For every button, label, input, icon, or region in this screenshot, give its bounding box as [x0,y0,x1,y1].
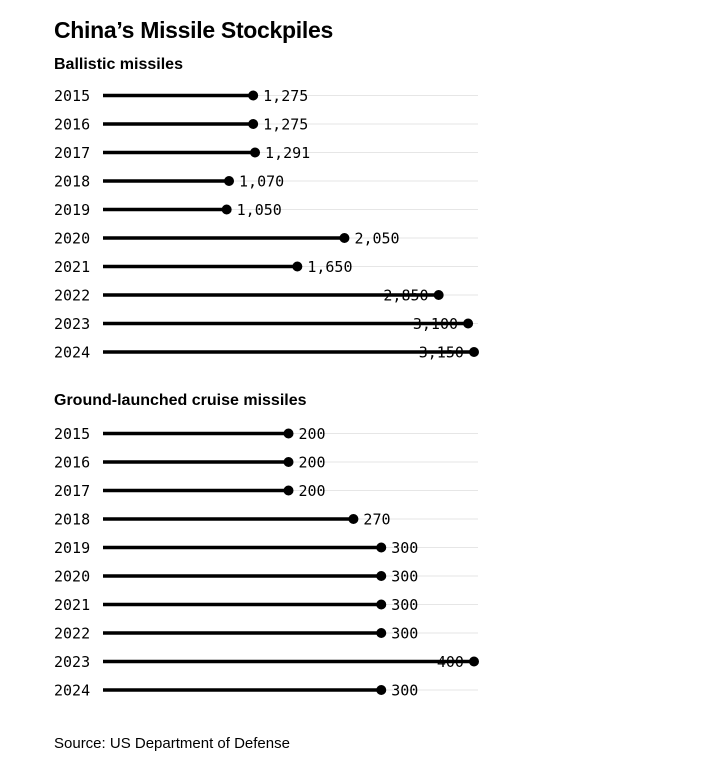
value-label: 300 [391,625,418,643]
value-label: 2,850 [383,287,428,305]
value-dot [292,261,303,272]
value-label: 1,291 [265,144,310,162]
value-dot [469,656,479,667]
value-label: 300 [391,596,418,614]
ballistic-subtitle: Ballistic missiles [54,56,183,73]
value-dot [376,542,387,553]
value-label: 270 [363,511,390,529]
year-tick-label: 2018 [54,173,90,191]
year-tick-label: 2019 [54,539,90,557]
value-dot [433,290,444,300]
value-label: 3,100 [413,315,458,333]
year-tick-label: 2017 [54,144,90,162]
value-label: 3,150 [419,344,464,362]
value-label: 300 [391,568,418,586]
year-tick-label: 2019 [54,201,90,219]
value-label: 1,050 [237,201,282,219]
year-tick-label: 2024 [54,682,90,700]
year-tick-label: 2023 [54,315,90,333]
chart-title: China’s Missile Stockpiles [54,17,333,43]
year-tick-label: 2015 [54,87,90,105]
value-dot [283,485,294,496]
value-label: 200 [299,454,326,472]
value-dot [283,428,294,439]
value-dot [283,457,294,467]
value-dot [224,176,235,186]
value-dot [348,514,359,524]
value-label: 200 [299,482,326,500]
year-tick-label: 2018 [54,511,90,529]
year-tick-label: 2017 [54,482,90,500]
value-dot [248,119,259,129]
value-dot [376,571,387,581]
cruise-missiles-chart: 2015 200 2016 200 2017 200 2018 270 2019 300 2020 3… [54,425,479,700]
value-dot [339,233,350,243]
year-tick-label: 2015 [54,425,90,443]
value-dot [376,599,387,610]
year-tick-label: 2020 [54,568,90,586]
value-dot [248,90,259,101]
year-tick-label: 2021 [54,258,90,276]
value-label: 200 [299,425,326,443]
value-label: 300 [391,682,418,700]
value-dot [469,347,479,357]
year-tick-label: 2023 [54,653,90,671]
value-dot [463,318,474,329]
year-tick-label: 2020 [54,230,90,248]
year-tick-label: 2024 [54,344,90,362]
year-tick-label: 2022 [54,287,90,305]
year-tick-label: 2021 [54,596,90,614]
value-dot [250,147,261,158]
year-tick-label: 2016 [54,454,90,472]
value-dot [221,204,232,215]
year-tick-label: 2022 [54,625,90,643]
value-label: 1,070 [239,173,284,191]
value-label: 400 [437,653,464,671]
cruise-subtitle: Ground-launched cruise missiles [54,392,307,409]
ballistic-missiles-chart: 2015 1,275 2016 1,275 2017 1,291 2018 1,070 2019… [54,87,479,362]
value-dot [376,628,387,638]
year-tick-label: 2016 [54,116,90,134]
value-label: 300 [391,539,418,557]
value-label: 1,650 [307,258,352,276]
value-dot [376,685,387,695]
value-label: 1,275 [263,87,308,105]
source-note: Source: US Department of Defense [54,735,290,752]
value-label: 2,050 [354,230,399,248]
value-label: 1,275 [263,116,308,134]
